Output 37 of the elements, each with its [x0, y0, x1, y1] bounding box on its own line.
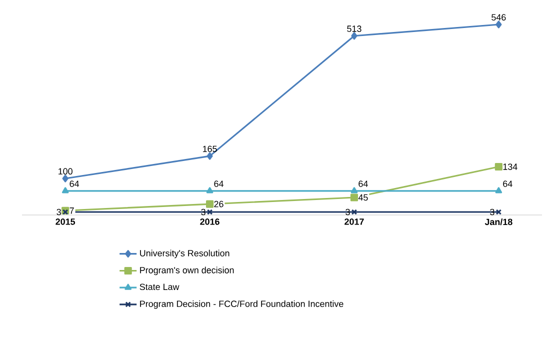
point — [350, 194, 358, 202]
data-label: 165 — [202, 146, 217, 152]
x-tick-label: Jan/18 — [484, 218, 512, 226]
data-label: 45 — [358, 194, 368, 201]
data-label: 3 — [346, 208, 350, 216]
point — [496, 20, 502, 28]
data-label: 3 — [201, 208, 206, 216]
point — [350, 187, 358, 194]
data-label: 64 — [503, 180, 512, 187]
x-tick-label: 2016 — [200, 218, 220, 225]
data-label: 100 — [58, 168, 72, 175]
point — [206, 209, 213, 215]
point — [62, 174, 68, 182]
data-label: 546 — [492, 14, 506, 21]
data-label: 3 — [490, 208, 494, 216]
data-label: 64 — [214, 180, 224, 187]
legend-label: State Law — [140, 284, 180, 290]
point — [206, 200, 214, 208]
data-label: 134 — [503, 164, 518, 170]
point — [62, 187, 69, 194]
data-label: 26 — [214, 200, 224, 208]
x-tick-label: 2017 — [344, 218, 364, 225]
point — [495, 187, 502, 194]
data-label: 3 — [56, 208, 61, 216]
point — [351, 209, 358, 215]
legend-label: Program's own decision — [140, 266, 234, 276]
legend-label: University's Resolution — [140, 250, 230, 258]
point — [206, 152, 213, 160]
data-label: 64 — [358, 180, 368, 187]
point — [494, 162, 502, 171]
data-label: 513 — [347, 26, 362, 32]
data-label: 7 — [70, 208, 74, 214]
x-tick-label: 2015 — [56, 218, 76, 225]
point — [206, 187, 214, 194]
data-label: 64 — [70, 180, 80, 187]
point — [351, 32, 358, 40]
legend-label: Program Decision - FCC/Ford Foundation Incentive — [140, 300, 344, 309]
